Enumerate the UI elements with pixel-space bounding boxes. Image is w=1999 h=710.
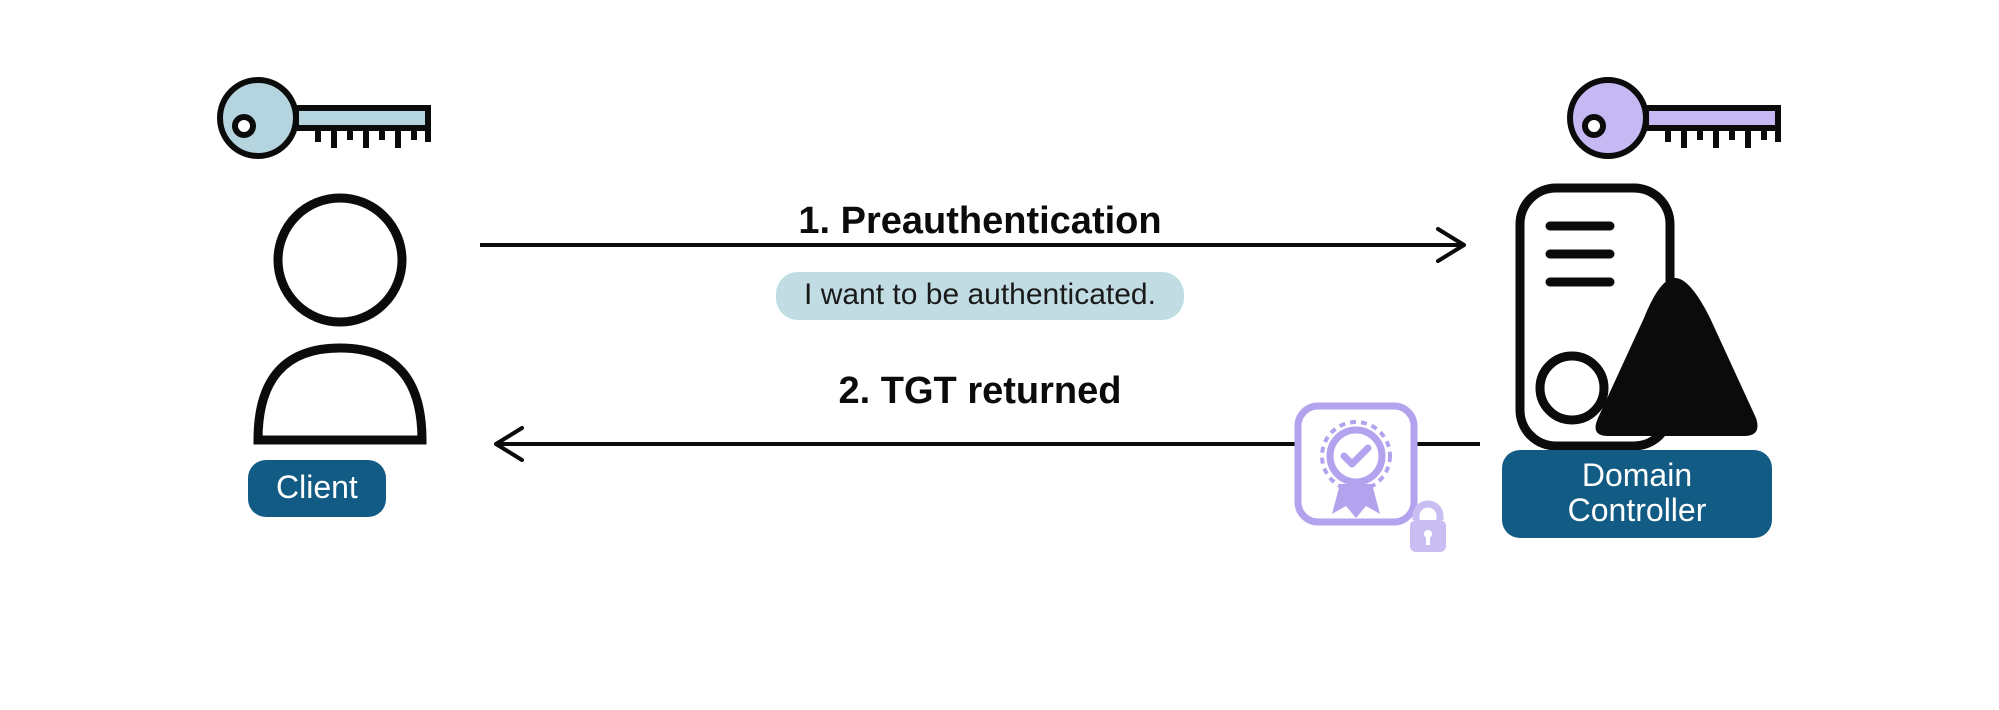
arrows-group: 1. Preauthentication I want to be authen…	[480, 200, 1480, 320]
arrow-preauth: 1. Preauthentication I want to be authen…	[480, 200, 1480, 320]
key-icon-client	[210, 70, 440, 170]
key-icon-dc	[1560, 70, 1790, 170]
ticket-icon	[1290, 398, 1450, 563]
person-icon	[240, 190, 440, 455]
arrow1-subtitle: I want to be authenticated.	[776, 272, 1184, 320]
server-icon	[1500, 178, 1760, 463]
client-label: Client	[248, 460, 386, 517]
kerberos-diagram: Client	[220, 70, 1780, 630]
arrow-right-icon	[480, 191, 1480, 263]
dc-label: Domain Controller	[1502, 450, 1772, 538]
